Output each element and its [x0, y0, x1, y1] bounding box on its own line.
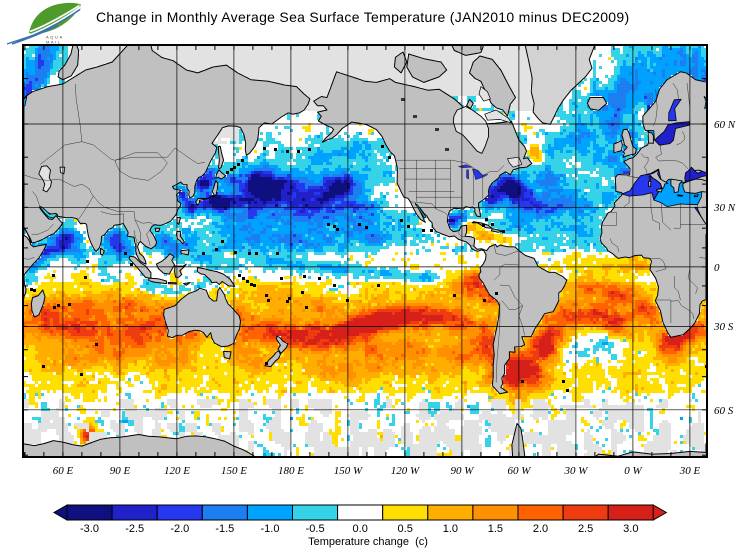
svg-text:150 E: 150 E [221, 465, 247, 477]
svg-text:120 W: 120 W [391, 465, 420, 477]
svg-text:30 N: 30 N [713, 202, 736, 214]
svg-text:Temperature change (c): Temperature change (c) [308, 536, 428, 548]
svg-text:90 E: 90 E [110, 465, 131, 477]
svg-text:60 E: 60 E [53, 465, 74, 477]
svg-text:30 W: 30 W [564, 465, 589, 477]
svg-text:30 E: 30 E [679, 465, 701, 477]
svg-text:120 E: 120 E [164, 465, 190, 477]
svg-text:60 W: 60 W [508, 465, 532, 477]
svg-text:-2.0: -2.0 [170, 523, 189, 535]
svg-text:AQUA: AQUA [46, 35, 64, 40]
svg-text:2.0: 2.0 [533, 523, 548, 535]
svg-text:2.5: 2.5 [578, 523, 593, 535]
svg-text:1.5: 1.5 [488, 523, 503, 535]
svg-text:-0.5: -0.5 [306, 523, 325, 535]
svg-text:0.0: 0.0 [353, 523, 368, 535]
svg-text:-1.0: -1.0 [261, 523, 280, 535]
svg-text:30 S: 30 S [713, 321, 734, 333]
svg-text:60 N: 60 N [714, 119, 736, 131]
svg-text:-2.5: -2.5 [125, 523, 144, 535]
svg-text:180 E: 180 E [278, 465, 304, 477]
svg-text:0.5: 0.5 [398, 523, 413, 535]
svg-text:-3.0: -3.0 [80, 523, 99, 535]
svg-text:60 S: 60 S [714, 405, 734, 417]
svg-text:Change in Monthly Average Sea: Change in Monthly Average Sea Surface Te… [96, 9, 629, 25]
svg-text:0 W: 0 W [624, 465, 642, 477]
svg-text:90 W: 90 W [451, 465, 475, 477]
svg-text:MAIL: MAIL [46, 40, 62, 45]
svg-text:0: 0 [714, 262, 720, 274]
svg-text:3.0: 3.0 [623, 523, 638, 535]
svg-text:150 W: 150 W [334, 465, 363, 477]
svg-text:-1.5: -1.5 [215, 523, 234, 535]
svg-text:1.0: 1.0 [443, 523, 458, 535]
